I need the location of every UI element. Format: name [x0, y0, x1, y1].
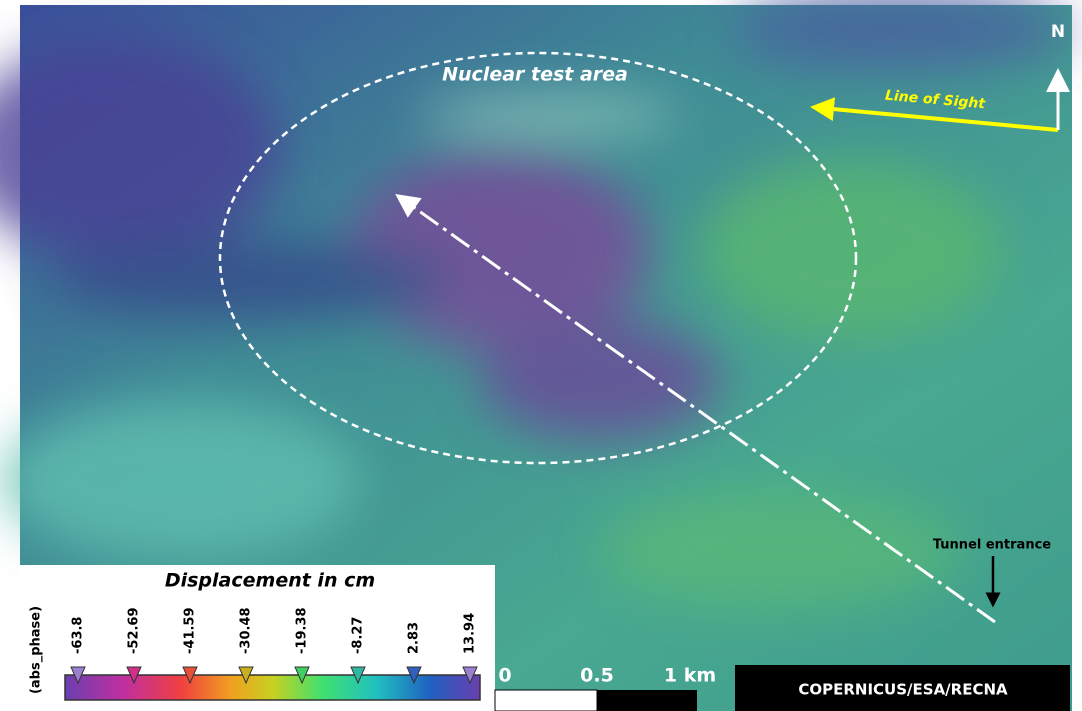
legend: Displacement in cm (abs_phase) -63.8 -52.…	[20, 565, 495, 711]
credit: COPERNICUS/ESA/RECNA	[798, 681, 1008, 699]
legend-tick-label: -63.8	[71, 617, 86, 654]
legend-title: Displacement in cm	[165, 570, 375, 592]
legend-tick-label: -8.27	[351, 617, 366, 654]
scale-label: 1 km	[664, 665, 716, 687]
legend-tick-label: -41.59	[183, 607, 198, 654]
north-label: N	[1051, 22, 1065, 42]
test-area-label: Nuclear test area	[442, 64, 628, 86]
scale-label: 0.5	[580, 665, 614, 687]
legend-tick-label: -30.48	[239, 607, 254, 654]
scale-label: 0	[498, 665, 511, 687]
tunnel-label: Tunnel entrance	[933, 538, 1051, 553]
legend-tick-label: 13.94	[463, 613, 478, 654]
legend-tick-label: -19.38	[295, 607, 310, 654]
legend-tick-label: -52.69	[127, 607, 142, 654]
legend-tick-label: 2.83	[407, 622, 422, 654]
legend-axis-label: (abs_phase)	[29, 606, 44, 694]
map-view: Nuclear test area Line of Sight N Tunnel…	[0, 0, 1082, 711]
